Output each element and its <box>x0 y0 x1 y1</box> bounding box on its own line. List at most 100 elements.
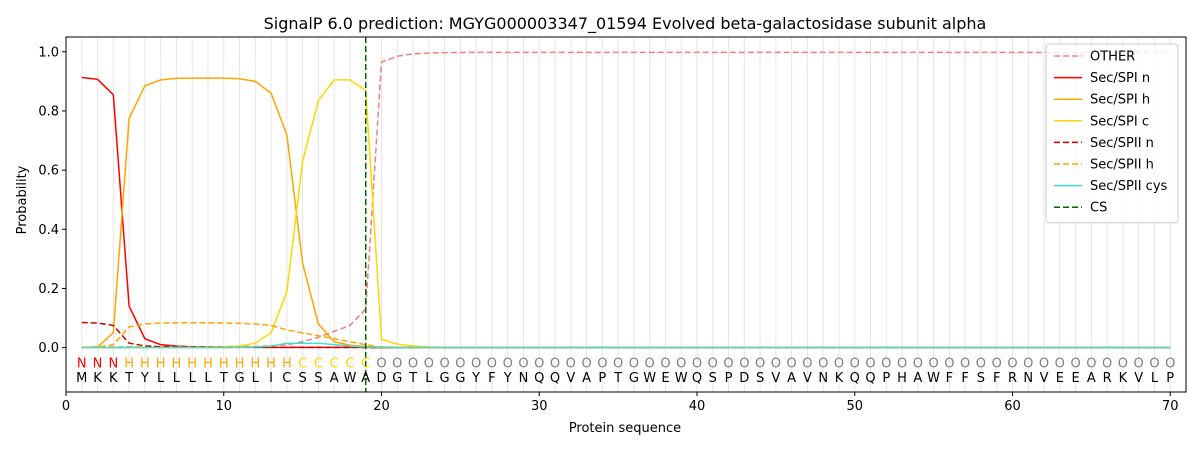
region-label: O <box>739 356 749 371</box>
residue-label: N <box>818 371 828 386</box>
region-label: H <box>187 356 197 371</box>
region-label: O <box>487 356 497 371</box>
region-label: O <box>629 356 639 371</box>
residue-label: L <box>204 371 212 386</box>
residue-label: S <box>756 371 764 386</box>
region-label: O <box>439 356 449 371</box>
series-line <box>81 79 1171 349</box>
region-label: O <box>1165 356 1175 371</box>
x-tick-label: 10 <box>215 399 232 414</box>
region-label: O <box>1055 356 1065 371</box>
region-label: H <box>203 356 213 371</box>
region-label: O <box>392 356 402 371</box>
residue-label: P <box>598 371 606 386</box>
residue-label: E <box>1056 371 1064 386</box>
y-tick-label: 1.0 <box>38 45 59 60</box>
region-label: O <box>471 356 481 371</box>
region-label: O <box>518 356 528 371</box>
series-line <box>81 321 1171 349</box>
residue-label: E <box>1071 371 1079 386</box>
region-label: O <box>881 356 891 371</box>
residue-label: G <box>455 371 465 386</box>
legend-label: Sec/SPII cys <box>1090 179 1168 194</box>
residue-label: V <box>771 371 780 386</box>
residue-label: K <box>93 371 102 386</box>
residue-label: H <box>897 371 907 386</box>
region-label: H <box>235 356 245 371</box>
y-tick-label: 0.4 <box>38 223 59 238</box>
plot-lines <box>81 37 1171 392</box>
residue-label: Q <box>550 371 560 386</box>
chart-title: SignalP 6.0 prediction: MGYG000003347_01… <box>264 14 987 34</box>
residue-label: R <box>1103 371 1112 386</box>
region-label: O <box>802 356 812 371</box>
residue-label: I <box>269 371 273 386</box>
residue-label: C <box>282 371 291 386</box>
residue-label: S <box>314 371 322 386</box>
x-tick-label: 20 <box>373 399 390 414</box>
region-label: O <box>723 356 733 371</box>
y-tick-label: 0.2 <box>38 282 59 297</box>
residue-label: D <box>376 371 386 386</box>
residue-label: E <box>661 371 669 386</box>
region-label: O <box>1118 356 1128 371</box>
region-label: O <box>660 356 670 371</box>
series-line <box>81 51 1171 349</box>
region-label: O <box>1007 356 1017 371</box>
residue-label: G <box>629 371 639 386</box>
region-label: C <box>298 356 307 371</box>
residue-label: L <box>425 371 433 386</box>
region-label: O <box>566 356 576 371</box>
region-label: O <box>692 356 702 371</box>
region-label: H <box>266 356 276 371</box>
grid <box>81 37 1171 392</box>
residue-label: Q <box>534 371 544 386</box>
region-label: O <box>455 356 465 371</box>
region-label: O <box>1149 356 1159 371</box>
residue-label: L <box>173 371 181 386</box>
region-label: O <box>755 356 765 371</box>
residue-label: R <box>1008 371 1017 386</box>
residue-label: L <box>189 371 197 386</box>
region-label: O <box>897 356 907 371</box>
residue-label: A <box>1087 371 1096 386</box>
region-label: O <box>850 356 860 371</box>
region-label: O <box>944 356 954 371</box>
region-label: O <box>1039 356 1049 371</box>
y-tick-label: 0.8 <box>38 104 59 119</box>
series-line <box>81 322 1171 349</box>
x-axis-label: Protein sequence <box>569 421 681 436</box>
residue-label: Y <box>140 371 149 386</box>
residue-label: Y <box>503 371 512 386</box>
region-label: O <box>960 356 970 371</box>
x-tick-label: 40 <box>689 399 706 414</box>
region-label: O <box>581 356 591 371</box>
region-label: H <box>140 356 150 371</box>
region-label: C <box>345 356 354 371</box>
region-label: O <box>708 356 718 371</box>
residue-label: W <box>344 371 357 386</box>
region-label: O <box>976 356 986 371</box>
x-tick-label: 50 <box>846 399 863 414</box>
x-tick-label: 70 <box>1162 399 1179 414</box>
residue-label: L <box>252 371 260 386</box>
legend-label: OTHER <box>1090 50 1135 65</box>
region-label: O <box>928 356 938 371</box>
residue-label: K <box>835 371 844 386</box>
region-label: O <box>992 356 1002 371</box>
residue-label: V <box>803 371 812 386</box>
region-label: O <box>408 356 418 371</box>
residue-label: G <box>440 371 450 386</box>
legend-label: Sec/SPI c <box>1090 114 1149 129</box>
region-label: O <box>534 356 544 371</box>
residue-label: W <box>927 371 940 386</box>
region-label: N <box>108 356 118 371</box>
region-label: O <box>645 356 655 371</box>
residue-label: S <box>977 371 985 386</box>
region-label: O <box>818 356 828 371</box>
x-tick-label: 60 <box>1004 399 1021 414</box>
residue-label: A <box>787 371 796 386</box>
series-line <box>81 76 1171 349</box>
residue-label: T <box>124 371 133 386</box>
